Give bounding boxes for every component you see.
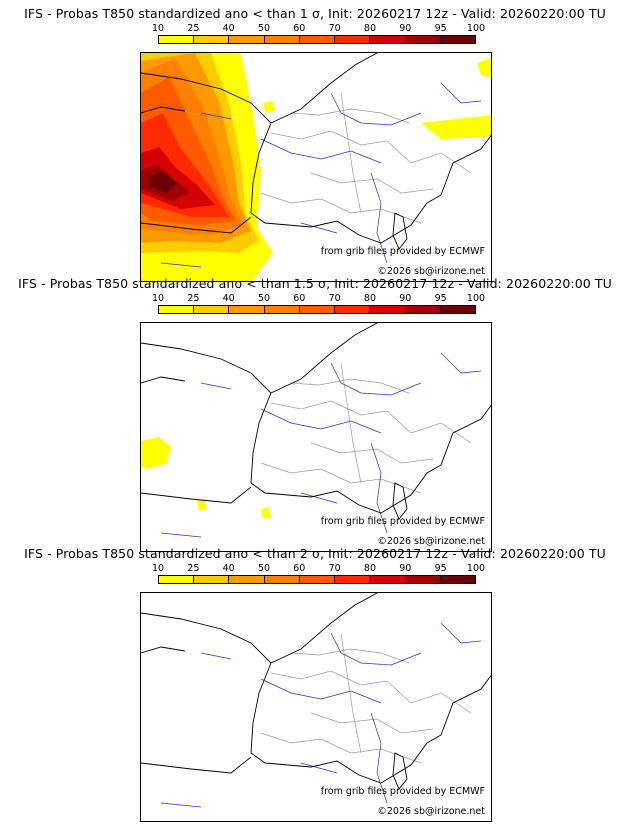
colorbar-bar: [158, 575, 476, 584]
tick-label: 40: [222, 293, 235, 304]
copyright-credit: ©2026 sb@irizone.net: [377, 806, 485, 817]
colorbar-segment: [229, 576, 265, 583]
tick-label: 95: [434, 563, 447, 574]
colorbar-segment: [229, 306, 265, 313]
tick-label: 100: [466, 563, 486, 574]
colorbar-segment: [299, 576, 336, 583]
colorbar-segment: [405, 306, 441, 313]
coastline: [141, 53, 491, 250]
colorbar-segment: [370, 36, 406, 43]
tick-label: 25: [187, 23, 200, 34]
tick-label: 40: [222, 563, 235, 574]
rivers: [160, 622, 482, 808]
tick-label: 70: [328, 293, 341, 304]
colorbar-segment: [440, 306, 475, 313]
colorbar-segment: [194, 306, 230, 313]
tick-label: 40: [222, 23, 235, 34]
tick-label: 95: [434, 23, 447, 34]
colorbar-segment: [370, 576, 406, 583]
france-probability-map: from grib files provided by ECMWF ©2026 …: [140, 592, 492, 822]
colorbar-segment: [335, 576, 371, 583]
country-borders: [260, 362, 472, 494]
probability-colorbar: 10 25 40 50 60 70 80 90 95 100: [152, 563, 485, 586]
map-canvas: [141, 53, 491, 281]
tick-label: 100: [466, 23, 486, 34]
tick-label: 10: [151, 563, 165, 574]
map-canvas: [141, 323, 491, 538]
tick-label: 90: [399, 23, 412, 34]
tick-label: 10: [151, 23, 165, 34]
colorbar-segment: [229, 36, 265, 43]
colorbar-segment: [264, 306, 300, 313]
tick-label: 25: [187, 293, 200, 304]
probability-field: [141, 53, 491, 281]
country-borders: [260, 92, 472, 224]
colorbar-segment: [159, 306, 195, 313]
tick-label: 90: [399, 293, 412, 304]
tick-label: 80: [363, 563, 377, 574]
panel-1-sigma: IFS - Probas T850 standardized ano < tha…: [0, 6, 630, 282]
rivers: [160, 82, 482, 268]
colorbar-segment: [264, 576, 300, 583]
probability-colorbar: 10 25 40 50 60 70 80 90 95 100: [152, 23, 485, 46]
tick-label: 90: [399, 563, 412, 574]
tick-label: 95: [434, 293, 447, 304]
colorbar-segment: [194, 36, 230, 43]
tick-label: 50: [257, 563, 271, 574]
colorbar-ticks: 10 25 40 50 60 70 80 90 95 100: [152, 293, 485, 304]
tick-label: 80: [363, 293, 377, 304]
panel-title: IFS - Probas T850 standardized ano < tha…: [24, 546, 606, 561]
country-borders: [260, 632, 472, 764]
probability-colorbar: 10 25 40 50 60 70 80 90 95 100: [152, 293, 485, 316]
tick-label: 25: [187, 563, 200, 574]
tick-label: 60: [293, 293, 306, 304]
panel-title: IFS - Probas T850 standardized ano < tha…: [24, 6, 606, 21]
probability-field: [141, 437, 271, 519]
panel-2-sigma: IFS - Probas T850 standardized ano < tha…: [0, 546, 630, 822]
colorbar-segment: [405, 576, 441, 583]
colorbar-segment: [335, 36, 371, 43]
colorbar-ticks: 10 25 40 50 60 70 80 90 95 100: [152, 563, 485, 574]
colorbar-segment: [159, 36, 195, 43]
colorbar-segment: [264, 36, 300, 43]
colorbar-segment: [405, 36, 441, 43]
colorbar-segment: [370, 306, 406, 313]
colorbar-segment: [440, 36, 475, 43]
colorbar-segment: [335, 306, 371, 313]
colorbar-segment: [299, 36, 336, 43]
tick-label: 60: [293, 23, 306, 34]
colorbar-segment: [159, 576, 195, 583]
source-credit: from grib files provided by ECMWF: [320, 516, 485, 527]
panel-title: IFS - Probas T850 standardized ano < tha…: [18, 276, 612, 291]
colorbar-bar: [158, 305, 476, 314]
tick-label: 70: [328, 23, 341, 34]
tick-label: 100: [466, 293, 486, 304]
copyright-credit: ©2026 sb@irizone.net: [377, 266, 485, 277]
coastline: [141, 323, 491, 520]
colorbar-ticks: 10 25 40 50 60 70 80 90 95 100: [152, 23, 485, 34]
rivers: [160, 352, 482, 538]
tick-label: 70: [328, 563, 341, 574]
tick-label: 50: [257, 23, 271, 34]
map-canvas: [141, 593, 491, 808]
colorbar-segment: [299, 306, 336, 313]
colorbar-segment: [440, 576, 475, 583]
tick-label: 80: [363, 23, 377, 34]
tick-label: 50: [257, 293, 271, 304]
source-credit: from grib files provided by ECMWF: [320, 246, 485, 257]
colorbar-bar: [158, 35, 476, 44]
coastline: [141, 593, 491, 790]
tick-label: 60: [293, 563, 306, 574]
copyright-credit: ©2026 sb@irizone.net: [377, 536, 485, 547]
source-credit: from grib files provided by ECMWF: [320, 786, 485, 797]
france-probability-map: from grib files provided by ECMWF ©2026 …: [140, 52, 492, 282]
panel-1-5-sigma: IFS - Probas T850 standardized ano < tha…: [0, 276, 630, 552]
colorbar-segment: [194, 576, 230, 583]
tick-label: 10: [151, 293, 165, 304]
france-probability-map: from grib files provided by ECMWF ©2026 …: [140, 322, 492, 552]
